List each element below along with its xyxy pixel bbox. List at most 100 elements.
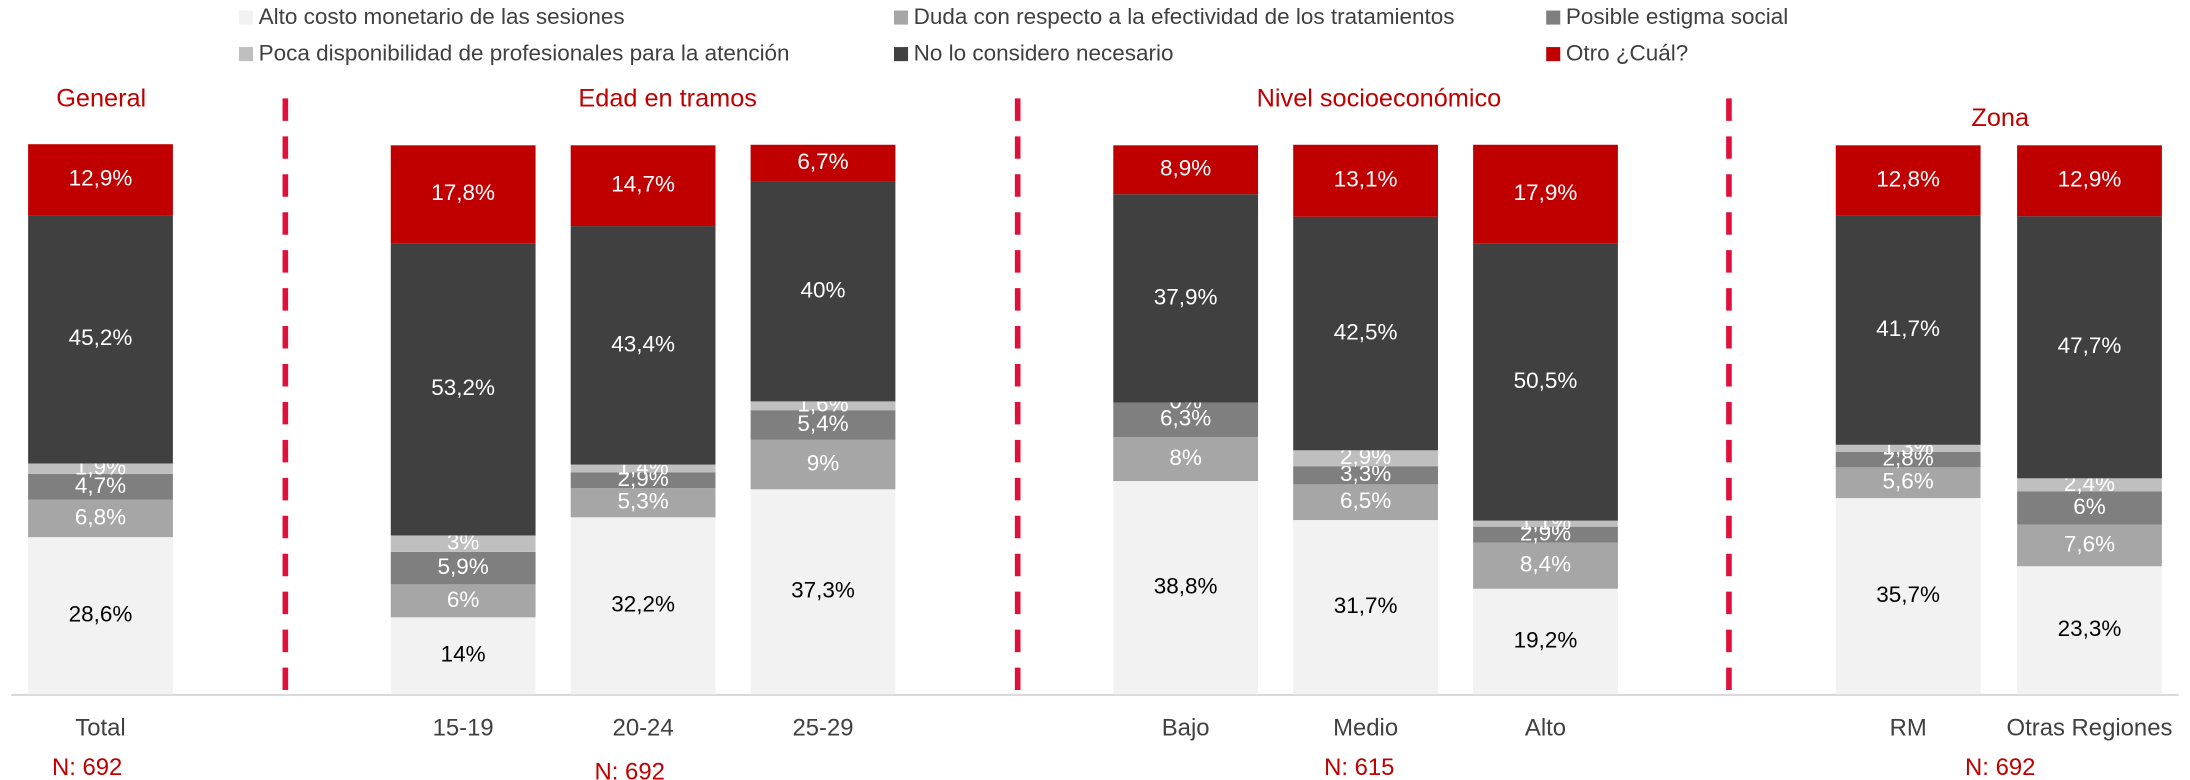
bar-segment	[750, 181, 896, 402]
bar-segment	[1473, 144, 1618, 244]
bar-segment	[1473, 520, 1618, 527]
value-label: 8,9%	[1160, 156, 1211, 181]
group-title: Edad en tramos	[578, 84, 756, 112]
bar-segment	[390, 145, 536, 244]
x-tick-label: Bajo	[1162, 715, 1210, 742]
value-label: 6,3%	[1160, 406, 1211, 431]
bar-segment	[390, 535, 536, 552]
legend-label: Otro ¿Cuál?	[1566, 41, 1688, 66]
value-label: 43,4%	[611, 331, 675, 356]
bar-segment	[2017, 478, 2162, 492]
group-n-label: N: 615	[1324, 754, 1394, 780]
value-label: 5,9%	[438, 554, 489, 579]
legend-swatch	[238, 47, 254, 62]
value-label: 19,2%	[1514, 627, 1578, 652]
bar-segment	[570, 517, 716, 695]
value-label: 6,7%	[797, 149, 848, 174]
bar-segment	[28, 499, 173, 538]
bar-segment	[1293, 144, 1438, 217]
legend-swatch	[893, 47, 909, 62]
value-label: 8%	[1169, 445, 1201, 470]
value-label: 6,8%	[75, 504, 126, 529]
legend-swatch	[893, 10, 909, 25]
bar-segment	[1835, 467, 1981, 499]
value-label: 6%	[447, 587, 479, 612]
group-title: Zona	[1971, 104, 2030, 132]
bar-segment	[2017, 491, 2162, 525]
bar-segment	[750, 401, 896, 411]
bar-segment	[28, 144, 173, 216]
value-label: 23,3%	[2058, 616, 2122, 641]
value-label: 32,2%	[611, 592, 675, 617]
value-label: 42,5%	[1334, 319, 1398, 344]
legend-swatch	[1546, 47, 1561, 62]
bar-segment	[570, 472, 716, 489]
value-label: 14%	[441, 642, 486, 667]
value-label: 31,7%	[1334, 593, 1398, 618]
x-tick-label: Medio	[1333, 715, 1398, 742]
value-label: 47,7%	[2058, 333, 2122, 358]
value-label: 14,7%	[611, 172, 675, 197]
group-n-label: N: 692	[595, 758, 665, 780]
bar-segment	[390, 551, 536, 585]
bar-segment	[28, 463, 173, 474]
x-tick-label: Alto	[1525, 715, 1566, 742]
value-label: 17,8%	[431, 180, 495, 205]
bar-segment	[1473, 542, 1618, 589]
bar-segment	[1113, 145, 1259, 195]
bar-segment	[750, 439, 896, 490]
bar-segment	[1293, 520, 1438, 695]
bar-segment	[750, 144, 896, 182]
value-label: 8,4%	[1520, 552, 1571, 577]
value-label: 37,3%	[791, 578, 855, 603]
value-label: 37,9%	[1154, 284, 1218, 309]
value-label: 7,6%	[2064, 531, 2115, 556]
bar-segment	[1113, 402, 1259, 438]
value-label: 53,2%	[431, 375, 495, 400]
value-label: 28,6%	[69, 602, 133, 627]
bar-segment	[1835, 215, 1981, 445]
bar-segment	[390, 584, 536, 618]
value-label: 6,5%	[1340, 488, 1391, 513]
bar-segment	[2017, 216, 2162, 479]
group-n-label: N: 692	[52, 754, 122, 780]
bar-segment	[390, 617, 536, 695]
value-label: 50,5%	[1514, 368, 1578, 393]
value-label: 4,7%	[75, 473, 126, 498]
bar-segment	[1473, 243, 1618, 521]
bar-segment	[2017, 145, 2162, 217]
bar-segment	[1293, 450, 1438, 467]
x-tick-label: Otras Regiones	[2007, 715, 2173, 742]
legend-label: Posible estigma social	[1566, 4, 1788, 29]
x-tick-label: 20-24	[613, 715, 674, 742]
legend-label: Alto costo monetario de las sesiones	[259, 4, 625, 29]
value-label: 9%	[807, 451, 839, 476]
bar-segment	[1473, 588, 1618, 695]
legend-swatch	[1546, 10, 1561, 25]
bar-segment	[1835, 451, 1981, 468]
bar-segment	[1113, 194, 1259, 403]
value-label: 12,9%	[2058, 167, 2122, 192]
value-label: 5,6%	[1883, 469, 1934, 494]
group-n-label: N: 692	[1965, 754, 2035, 780]
bar-segment	[1113, 481, 1259, 695]
group-title: Nivel socioeconómico	[1257, 84, 1502, 112]
bar-segment	[1293, 484, 1438, 521]
bar-segment	[750, 489, 896, 695]
bar-segment	[2017, 524, 2162, 567]
bar-segment	[570, 226, 716, 465]
bar-segment	[1113, 437, 1259, 482]
bar-segment	[1835, 145, 1981, 216]
bar-segment	[570, 464, 716, 473]
value-label: 12,8%	[1876, 166, 1940, 191]
value-label: 40%	[801, 277, 846, 302]
value-label: 17,9%	[1514, 180, 1578, 205]
value-label: 38,8%	[1154, 574, 1218, 599]
bar-segment	[1835, 498, 1981, 695]
legend-label: Poca disponibilidad de profesionales par…	[259, 41, 790, 66]
bar-segment	[28, 473, 173, 500]
value-label: 41,7%	[1876, 316, 1940, 341]
value-label: 12,9%	[69, 166, 133, 191]
legend-label: Duda con respecto a la efectividad de lo…	[914, 4, 1455, 29]
